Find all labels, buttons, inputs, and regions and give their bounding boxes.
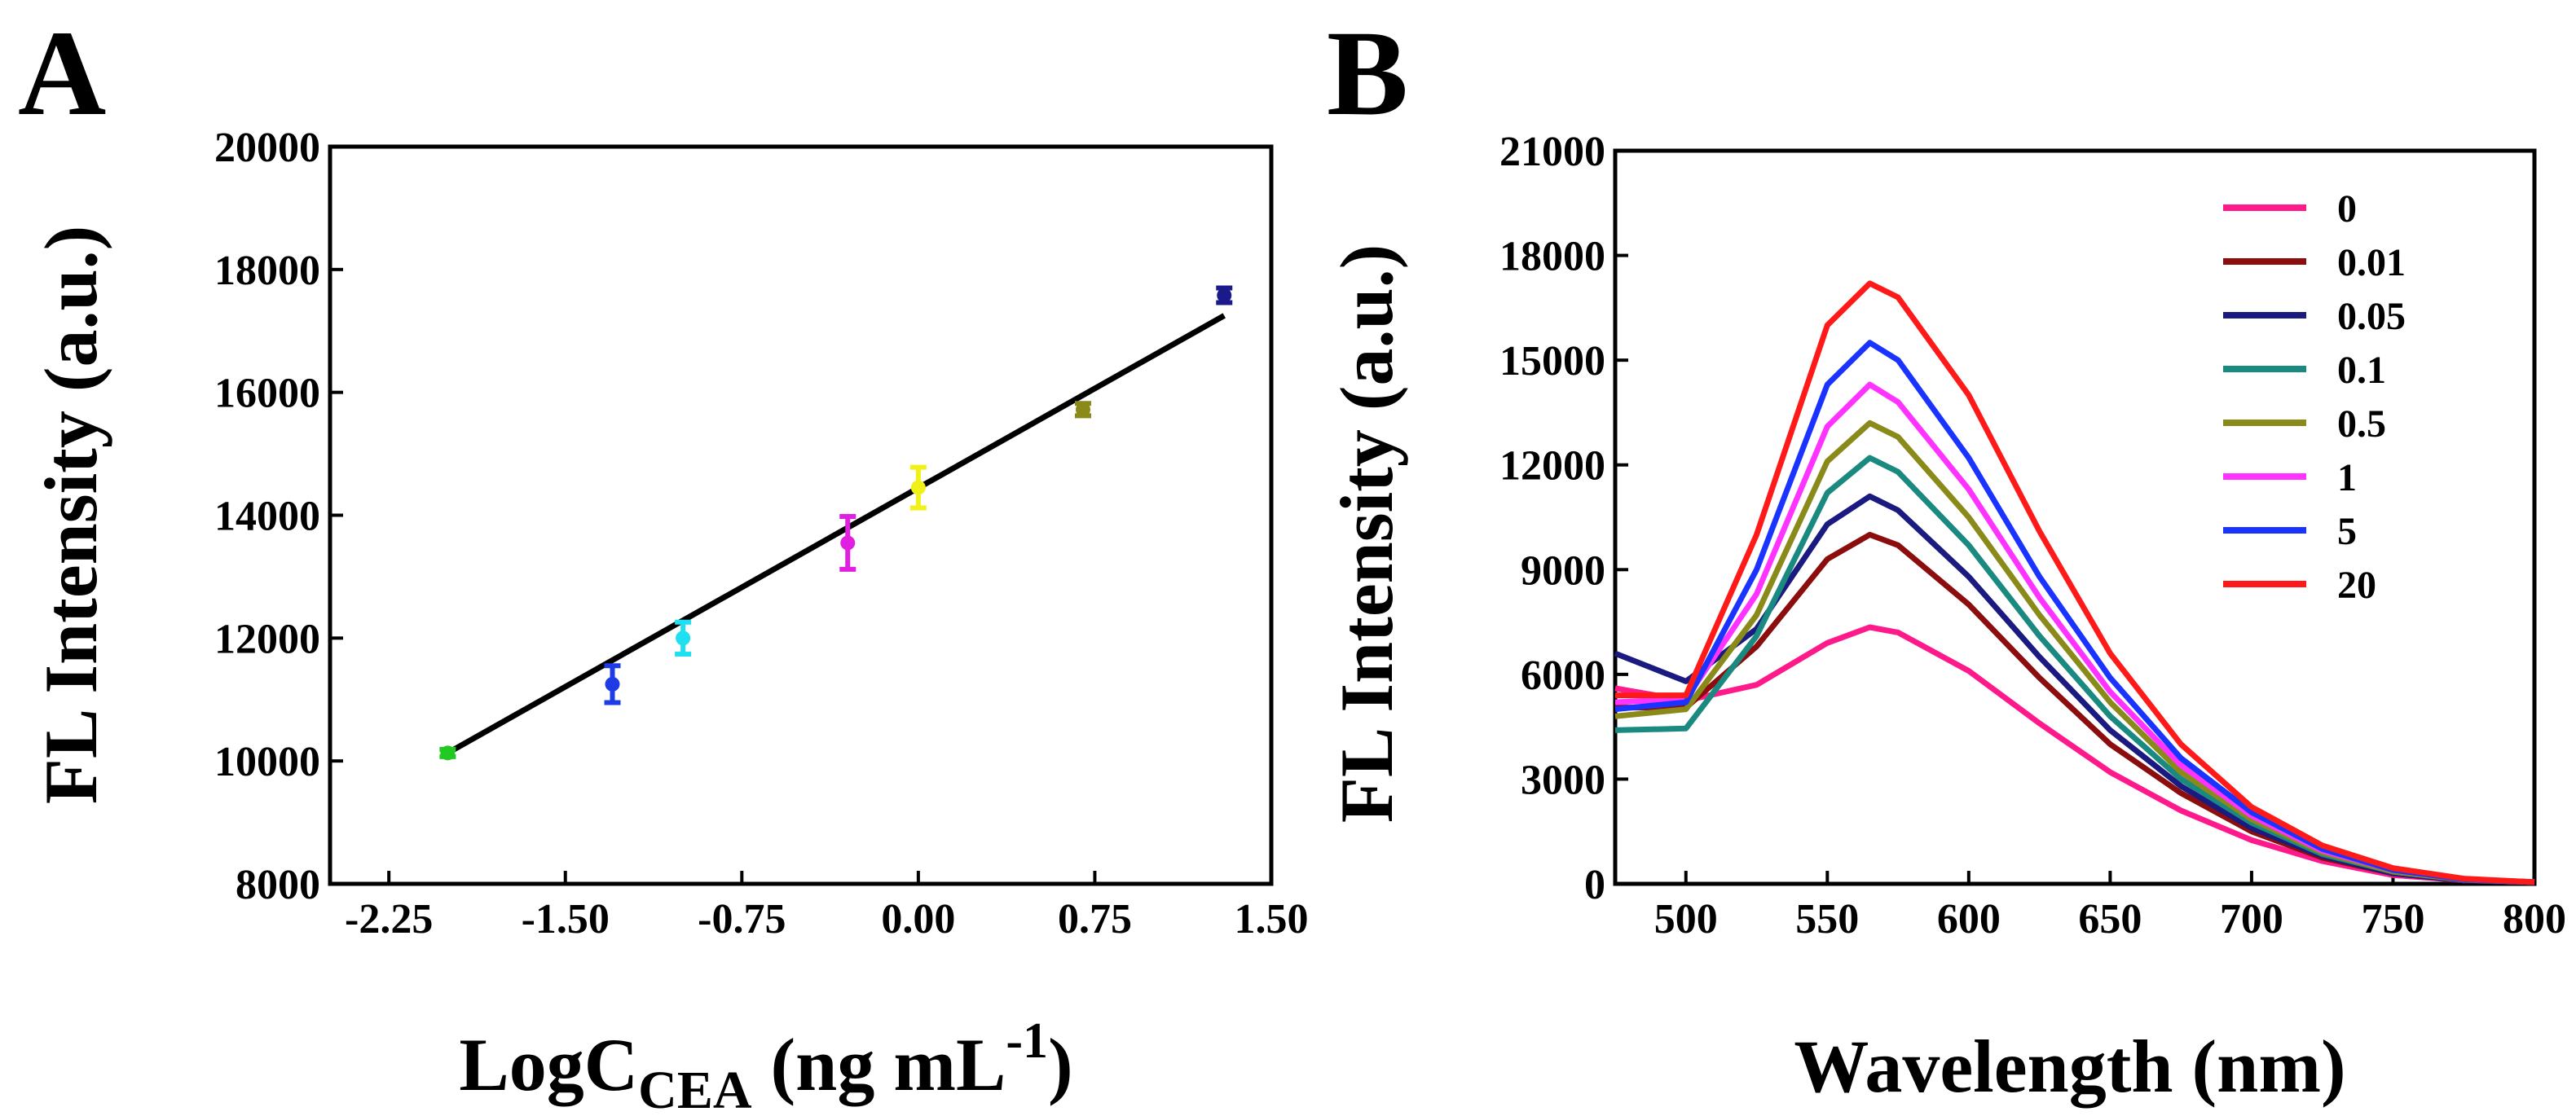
x-tick-label: 800 — [2503, 896, 2566, 942]
panel-a-x-axis-title-unit: (ng mL — [752, 1023, 1006, 1106]
legend-item: 0.01 — [2223, 241, 2406, 284]
series-line — [1614, 493, 2535, 885]
panel-b-legend: 0 0.01 0.05 0.1 0.5 1 5 20 — [2223, 187, 2406, 607]
x-tick-label: 1.50 — [1235, 896, 1309, 942]
panel-a-x-ticks: -2.25 -1.50 -0.75 0.00 0.75 1.50 — [345, 871, 1309, 942]
panel-b-plot-frame — [1613, 148, 2537, 886]
point-marker — [1076, 402, 1090, 417]
y-tick-label: 8000 — [236, 862, 320, 908]
y-tick-label: 3000 — [1521, 757, 1605, 803]
x-tick-label: 0.75 — [1058, 896, 1132, 942]
data-point — [1075, 401, 1091, 419]
panel-a-plot-frame — [328, 144, 1274, 886]
panel-b-y-ticks: 0 3000 6000 9000 12000 15000 18000 21000 — [1499, 129, 1628, 908]
data-point — [1216, 285, 1233, 305]
data-point — [675, 619, 692, 657]
x-tick-label: 700 — [2220, 896, 2283, 942]
series-line — [1614, 624, 2535, 885]
panel-b-x-axis-title: Wavelength (nm) — [1794, 1025, 2345, 1108]
y-tick-label: 21000 — [1499, 129, 1605, 175]
panel-a-x-axis-title-close: ) — [1048, 1023, 1073, 1106]
panel-a-y-ticks: 8000 10000 12000 14000 16000 18000 20000 — [214, 125, 343, 908]
data-point — [439, 745, 456, 761]
x-tick-label: -2.25 — [345, 896, 433, 942]
data-point — [604, 663, 621, 705]
fit-line — [446, 313, 1226, 756]
legend-item: 5 — [2223, 510, 2357, 553]
legend-label: 20 — [2337, 564, 2376, 607]
panel-a-x-axis-title-sup: -1 — [1006, 1013, 1048, 1069]
x-tick-label: 600 — [1937, 896, 2001, 942]
legend-label: 0 — [2337, 187, 2357, 231]
point-marker — [840, 535, 856, 551]
data-point — [909, 464, 927, 511]
y-tick-label: 9000 — [1521, 547, 1605, 594]
y-tick-label: 15000 — [1499, 338, 1605, 384]
legend-label: 0.01 — [2337, 241, 2406, 284]
y-tick-label: 18000 — [1499, 234, 1605, 280]
panel-a-letter: A — [18, 6, 106, 141]
legend-item: 0.5 — [2223, 402, 2386, 446]
legend-label: 0.05 — [2337, 295, 2406, 338]
panel-b-y-axis-title: FL Intensity (a.u.) — [1325, 244, 1408, 824]
x-tick-label: 500 — [1654, 896, 1718, 942]
y-tick-label: 16000 — [214, 371, 320, 417]
panel-b-x-ticks: 500 550 600 650 700 750 800 — [1654, 871, 2566, 942]
legend-item: 1 — [2223, 456, 2357, 499]
x-tick-label: 750 — [2361, 896, 2424, 942]
legend-label: 1 — [2337, 456, 2357, 499]
point-marker — [440, 745, 456, 761]
panel-a-y-axis-title: FL Intensity (a.u.) — [29, 226, 112, 805]
point-marker — [910, 480, 926, 495]
y-tick-label: 6000 — [1521, 652, 1605, 699]
y-tick-label: 18000 — [214, 248, 320, 294]
data-point — [839, 514, 856, 572]
panel-a-x-axis-title: LogCCEA (ng mL-1) — [459, 1013, 1072, 1116]
x-tick-label: 650 — [2078, 896, 2142, 942]
y-tick-label: 20000 — [214, 125, 320, 171]
x-tick-label: 0.00 — [881, 896, 955, 942]
series-line — [1614, 455, 2535, 885]
y-tick-label: 14000 — [214, 494, 320, 540]
legend-item: 0.1 — [2223, 349, 2386, 392]
legend-item: 20 — [2223, 564, 2376, 607]
x-tick-label: 550 — [1795, 896, 1859, 942]
legend-item: 0 — [2223, 187, 2357, 231]
legend-label: 0.5 — [2337, 402, 2386, 446]
panel-a: A 8000 10000 12000 14000 16000 18000 20000 -2.… — [18, 6, 1309, 1116]
x-tick-label: -0.75 — [698, 896, 786, 942]
series-line — [1615, 280, 2535, 885]
panel-b-plot-area — [1614, 280, 2535, 885]
panel-a-x-axis-title-sub: CEA — [638, 1061, 752, 1116]
point-marker — [605, 676, 620, 692]
y-tick-label: 10000 — [214, 739, 320, 785]
point-marker — [676, 630, 691, 646]
legend-label: 0.1 — [2337, 349, 2386, 392]
legend-item: 0.05 — [2223, 295, 2406, 338]
panel-b-letter: B — [1327, 6, 1408, 141]
series-line — [1614, 340, 2535, 885]
y-tick-label: 12000 — [1499, 443, 1605, 490]
point-marker — [1217, 288, 1232, 303]
x-tick-label: -1.50 — [522, 896, 610, 942]
y-tick-label: 12000 — [214, 616, 320, 662]
panel-a-plot-area — [439, 285, 1233, 761]
y-tick-label: 0 — [1584, 862, 1605, 908]
legend-label: 5 — [2337, 510, 2357, 553]
panel-a-x-axis-title-main: LogC — [459, 1023, 638, 1106]
